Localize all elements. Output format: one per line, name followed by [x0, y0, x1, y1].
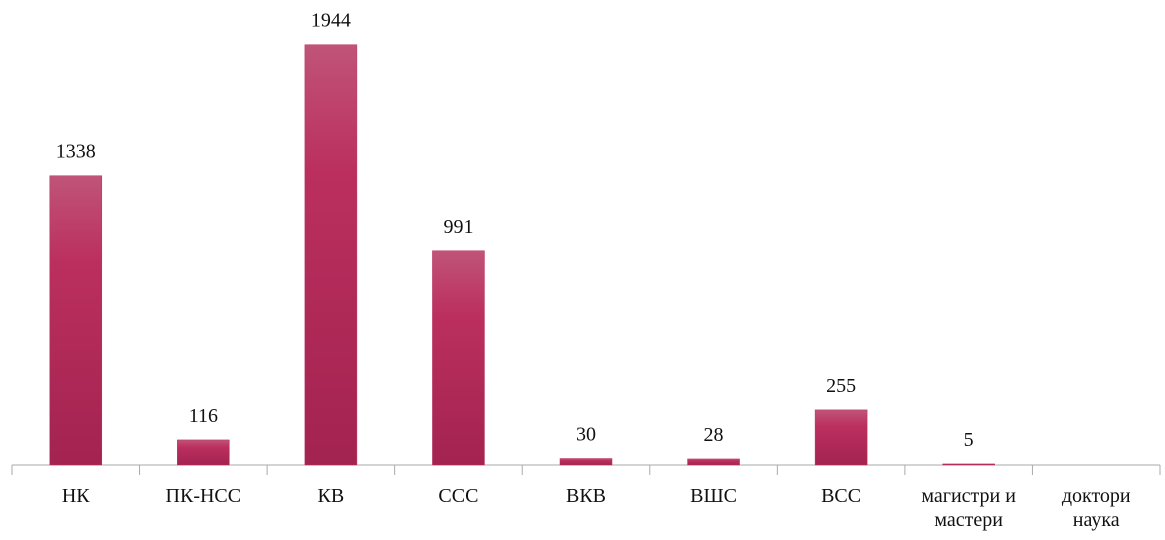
x-tick-label: ССС [438, 485, 479, 507]
value-label: 116 [189, 405, 218, 427]
x-tick-label: ВСС [821, 485, 862, 507]
x-tick-label: магистри и мастери [921, 485, 1016, 531]
value-label: 1944 [311, 10, 351, 32]
bar [814, 409, 868, 466]
x-tick-label: ВШС [690, 485, 737, 507]
value-label: 1338 [56, 141, 96, 163]
bar [687, 458, 740, 466]
value-label: 28 [704, 424, 724, 446]
value-label: 30 [576, 424, 596, 446]
bar [49, 175, 103, 466]
bar [304, 44, 358, 466]
value-label: 5 [964, 429, 974, 451]
bar [942, 463, 995, 466]
value-label: 991 [443, 216, 473, 238]
bar [177, 439, 230, 466]
bar [432, 250, 485, 466]
value-label: 255 [826, 375, 856, 397]
x-tick-label: доктори наука [1061, 485, 1131, 531]
x-tick-label: ПК-НСС [165, 485, 242, 507]
x-tick-label: КВ [317, 485, 345, 507]
x-tick-label: НК [61, 485, 90, 507]
x-tick-label: ВКВ [565, 485, 607, 507]
bar [559, 458, 613, 466]
